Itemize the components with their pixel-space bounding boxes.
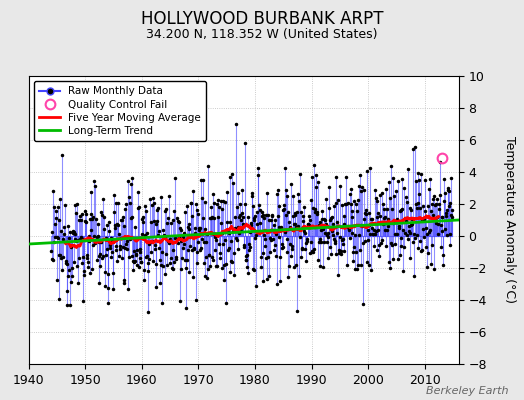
Legend: Raw Monthly Data, Quality Control Fail, Five Year Moving Average, Long-Term Tren: Raw Monthly Data, Quality Control Fail, … bbox=[34, 81, 206, 141]
Text: HOLLYWOOD BURBANK ARPT: HOLLYWOOD BURBANK ARPT bbox=[141, 10, 383, 28]
Y-axis label: Temperature Anomaly (°C): Temperature Anomaly (°C) bbox=[504, 136, 516, 304]
Text: 34.200 N, 118.352 W (United States): 34.200 N, 118.352 W (United States) bbox=[146, 28, 378, 41]
Text: Berkeley Earth: Berkeley Earth bbox=[426, 386, 508, 396]
